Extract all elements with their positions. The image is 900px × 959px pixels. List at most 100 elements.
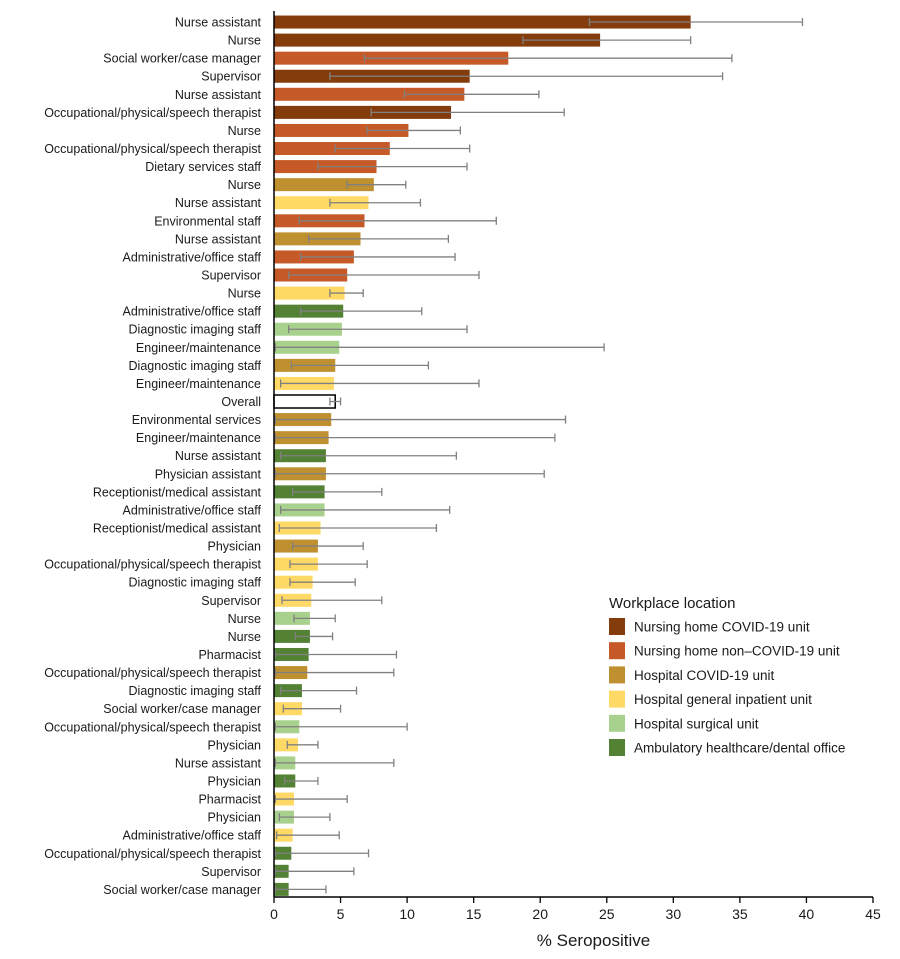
legend-swatch: [609, 666, 625, 684]
error-bar: [370, 108, 565, 117]
category-label: Environmental services: [132, 413, 261, 427]
error-bar: [278, 523, 438, 532]
error-bar: [274, 668, 395, 677]
category-label: Environmental staff: [154, 214, 261, 228]
error-bar: [289, 560, 368, 569]
legend-swatch: [609, 739, 625, 756]
legend-label: Ambulatory healthcare/dental office: [634, 741, 845, 756]
category-label: Nurse: [228, 612, 261, 626]
legend: Workplace location Nursing home COVID-19 …: [609, 595, 845, 756]
error-bar: [291, 542, 364, 551]
error-bar: [346, 180, 407, 189]
error-bar: [289, 578, 356, 587]
x-tick-label: 35: [732, 906, 748, 922]
error-bar: [290, 361, 430, 370]
category-label: Physician assistant: [155, 467, 262, 481]
legend-swatch: [609, 642, 625, 660]
category-label: Social worker/case manager: [103, 883, 261, 897]
category-label: Occupational/physical/speech therapist: [44, 847, 261, 861]
legend-swatch: [609, 618, 625, 635]
data-bar: [274, 738, 298, 752]
error-bar: [286, 740, 319, 749]
data-bar: [274, 33, 601, 47]
legend-label: Hospital COVID-19 unit: [634, 668, 775, 683]
error-bar: [329, 198, 422, 207]
category-label: Occupational/physical/speech therapist: [44, 666, 261, 680]
category-label: Nurse: [228, 34, 261, 48]
error-bar: [274, 650, 398, 659]
category-label: Nurse: [228, 124, 261, 138]
category-label: Nurse assistant: [175, 88, 262, 102]
category-label: Occupational/physical/speech therapist: [44, 720, 261, 734]
category-label: Engineer/maintenance: [136, 377, 261, 391]
error-bar: [280, 451, 458, 460]
error-bar: [588, 18, 804, 27]
legend-item: Nursing home non–COVID-19 unit: [609, 642, 840, 660]
legend-item: Nursing home COVID-19 unit: [609, 618, 810, 635]
x-axis: 0 5 10 15 20 25 30 35 40 45: [270, 11, 881, 922]
legend-label: Hospital general inpatient unit: [634, 692, 812, 707]
error-bar: [274, 343, 605, 352]
error-bar: [363, 54, 733, 63]
error-bar: [274, 867, 355, 876]
error-bar: [274, 415, 567, 424]
x-tick-label: 25: [599, 906, 615, 922]
legend-swatch: [609, 714, 625, 732]
category-label: Nurse assistant: [175, 756, 262, 770]
x-tick-label: 20: [532, 906, 548, 922]
error-bar: [274, 758, 395, 767]
category-label: Pharmacist: [198, 648, 261, 662]
category-label: Social worker/case manager: [103, 702, 261, 716]
category-label: Diagnostic imaging staff: [129, 323, 262, 337]
category-label: Occupational/physical/speech therapist: [44, 142, 261, 156]
error-bar: [298, 216, 497, 225]
category-label: Engineer/maintenance: [136, 431, 261, 445]
error-bar: [294, 632, 334, 641]
error-bar: [329, 72, 724, 81]
data-bar: [274, 142, 390, 156]
error-bar: [307, 234, 450, 243]
data-bar: [274, 196, 369, 210]
category-label: Supervisor: [201, 70, 261, 84]
data-bar: [274, 178, 374, 192]
error-bar: [282, 704, 342, 713]
x-tick-label: 30: [666, 906, 682, 922]
category-label: Diagnostic imaging staff: [129, 684, 262, 698]
error-bar: [276, 831, 340, 840]
category-label: Administrative/office staff: [123, 250, 262, 264]
data-bar: [274, 286, 345, 300]
error-bar: [274, 433, 556, 442]
category-label: Supervisor: [201, 269, 261, 283]
category-label: Administrative/office staff: [123, 503, 262, 517]
category-label: Supervisor: [201, 865, 261, 879]
legend-item: Hospital general inpatient unit: [609, 690, 812, 708]
legend-label: Hospital surgical unit: [634, 716, 759, 731]
x-tick-label: 5: [337, 906, 345, 922]
error-bar: [299, 252, 456, 261]
category-label: Nurse assistant: [175, 449, 262, 463]
category-label: Dietary services staff: [145, 160, 261, 174]
data-bar: [274, 629, 310, 643]
error-bar: [278, 813, 331, 822]
x-tick-label: 0: [270, 906, 278, 922]
category-label: Occupational/physical/speech therapist: [44, 558, 261, 572]
category-label: Administrative/office staff: [123, 305, 262, 319]
category-label: Occupational/physical/speech therapist: [44, 106, 261, 120]
error-bar: [274, 722, 408, 731]
error-bar: [366, 126, 462, 135]
error-bar: [283, 776, 319, 785]
error-bar: [280, 379, 480, 388]
data-bar: [274, 123, 409, 137]
category-label: Receptionist/medical assistant: [93, 521, 262, 535]
legend-item: Ambulatory healthcare/dental office: [609, 739, 845, 756]
error-bar: [280, 686, 358, 695]
error-bar: [293, 614, 336, 623]
overall-bar: [273, 394, 336, 409]
x-axis-title: % Seropositive: [537, 931, 650, 950]
category-label: Nurse assistant: [175, 232, 262, 246]
legend-label: Nursing home non–COVID-19 unit: [634, 644, 840, 659]
category-label: Nurse: [228, 630, 261, 644]
category-label: Overall: [221, 395, 261, 409]
